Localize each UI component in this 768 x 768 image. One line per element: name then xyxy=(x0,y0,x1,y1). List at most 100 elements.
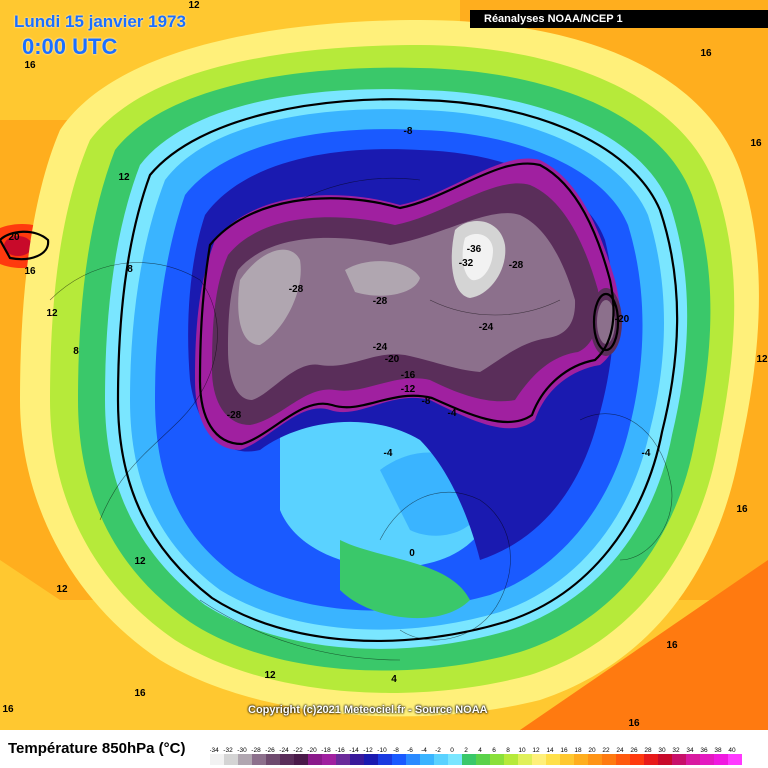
isotherm-label: -32 xyxy=(459,258,474,269)
scale-swatch xyxy=(224,754,238,765)
isotherm-label: 16 xyxy=(666,640,678,651)
scale-tick-label: -34 xyxy=(210,747,219,754)
scale-tick-label: -22 xyxy=(293,747,303,754)
isotherm-label: 20 xyxy=(8,232,20,243)
color-scale: -34 -32 -30 -2 8 -26 -24 -22 -20 -18 -16 -14 -12 -10 -… xyxy=(210,747,742,765)
scale-tick-label: 36 xyxy=(700,747,708,754)
isotherm-label: 16 xyxy=(2,704,14,715)
isotherm-label: 12 xyxy=(118,172,130,183)
scale-tick-label: 28 xyxy=(644,747,652,754)
scale-tick-label: -30 xyxy=(237,747,247,754)
isotherm-label: -28 xyxy=(509,260,524,271)
scale-swatch xyxy=(210,754,224,765)
scale-tick-label: -18 xyxy=(321,747,331,754)
scale-swatch xyxy=(406,754,420,765)
scale-swatch xyxy=(714,754,728,765)
scale-tick-label: -2 xyxy=(435,747,441,754)
map-time: 0:00 UTC xyxy=(22,34,118,59)
scale-swatch xyxy=(294,754,308,765)
isotherm-label: 16 xyxy=(134,688,146,699)
isotherm-label: 8 xyxy=(127,264,133,275)
scale-swatch xyxy=(448,754,462,765)
scale-tick-label: 16 xyxy=(560,747,568,754)
scale-tick-label: -16 xyxy=(335,747,345,754)
isotherm-label: -20 xyxy=(385,354,400,365)
scale-tick-label: -4 xyxy=(421,747,427,754)
scale-tick-label: -10 xyxy=(377,747,387,754)
scale-swatch xyxy=(420,754,434,765)
scale-swatch xyxy=(476,754,490,765)
isotherm-label: 16 xyxy=(24,266,36,277)
scale-tick-label: 24 xyxy=(616,747,624,754)
isotherm-label: 12 xyxy=(134,556,146,567)
isotherm-label: 12 xyxy=(56,584,68,595)
scale-swatch xyxy=(630,754,644,765)
isotherm-label: 16 xyxy=(24,60,36,71)
scale-swatch xyxy=(462,754,476,765)
isotherm-label: 0 xyxy=(409,548,415,559)
scale-tick-label: 40 xyxy=(728,747,736,754)
isotherm-label: 16 xyxy=(750,138,762,149)
isotherm-label: -8 xyxy=(404,126,413,137)
contour-lines xyxy=(0,98,679,642)
scale-swatch xyxy=(518,754,532,765)
isotherm-label: 8 xyxy=(73,346,79,357)
scale-swatch xyxy=(308,754,322,765)
isotherm-label: 12 xyxy=(188,0,200,11)
scale-swatch xyxy=(322,754,336,765)
isotherm-label: -28 xyxy=(373,296,388,307)
scale-tick-label: 20 xyxy=(588,747,596,754)
scale-tick-label: 30 xyxy=(658,747,666,754)
isotherm-label: -20 xyxy=(615,314,630,325)
scale-tick-label: 2 xyxy=(464,747,468,754)
scale-swatch xyxy=(280,754,294,765)
scale-tick-label: -12 xyxy=(363,747,373,754)
isotherm-label: -4 xyxy=(642,448,651,459)
scale-swatch xyxy=(574,754,588,765)
scale-tick-label: -32 xyxy=(223,747,233,754)
scale-swatch xyxy=(364,754,378,765)
isotherm-label: 16 xyxy=(628,718,640,729)
legend-title: Température 850hPa (°C) xyxy=(8,740,186,757)
map-date: Lundi 15 janvier 1973 xyxy=(14,12,186,31)
scale-swatch xyxy=(546,754,560,765)
scale-tick-label: 0 xyxy=(450,747,454,754)
scale-swatch xyxy=(560,754,574,765)
scale-tick-label: 4 xyxy=(478,747,482,754)
scale-swatch xyxy=(490,754,504,765)
scale-swatch xyxy=(350,754,364,765)
scale-tick-label: 8 xyxy=(506,747,510,754)
scale-tick-label: 6 xyxy=(492,747,496,754)
isotherm-label: -24 xyxy=(373,342,388,353)
scale-tick-label: -14 xyxy=(349,747,359,754)
scale-swatch xyxy=(266,754,280,765)
scale-tick-label: 18 xyxy=(574,747,582,754)
scale-tick-label: 10 xyxy=(518,747,526,754)
scale-tick-label: -26 xyxy=(265,747,275,754)
isotherm-label: 16 xyxy=(700,48,712,59)
isotherm-label: 12 xyxy=(264,670,276,681)
scale-swatch xyxy=(616,754,630,765)
isotherm-label: -4 xyxy=(384,448,393,459)
scale-swatch xyxy=(532,754,546,765)
isotherm-label: -36 xyxy=(467,244,482,255)
isotherm-label: -8 xyxy=(422,396,431,407)
scale-swatch xyxy=(672,754,686,765)
scale-swatch xyxy=(252,754,266,765)
isotherm-label: 12 xyxy=(756,354,768,365)
isotherm-label: 12 xyxy=(46,308,58,319)
copyright-text: Copyright (c)2021 Meteociel.fr - Source … xyxy=(248,704,488,716)
source-label: Réanalyses NOAA/NCEP 1 xyxy=(470,10,768,28)
scale-swatch xyxy=(686,754,700,765)
isotherm-label: -24 xyxy=(479,322,494,333)
scale-swatch xyxy=(602,754,616,765)
scale-tick-label: -24 xyxy=(279,747,289,754)
scale-swatch xyxy=(700,754,714,765)
scale-tick-label: -20 xyxy=(307,747,317,754)
scale-swatch xyxy=(238,754,252,765)
scale-swatch xyxy=(336,754,350,765)
scale-swatch xyxy=(504,754,518,765)
scale-swatch xyxy=(392,754,406,765)
